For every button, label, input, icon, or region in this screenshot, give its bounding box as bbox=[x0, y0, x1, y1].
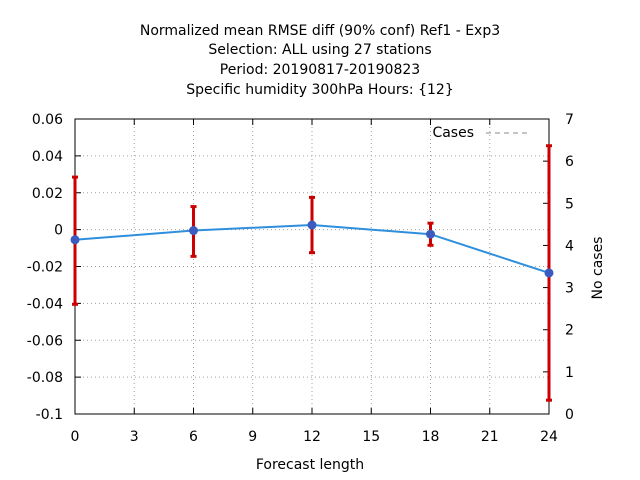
y2-axis-label: No cases bbox=[590, 237, 606, 300]
x-tick-label: 15 bbox=[362, 429, 380, 445]
y-tick-label: -0.1 bbox=[36, 407, 63, 423]
title-line-4: Specific humidity 300hPa Hours: {12} bbox=[186, 82, 453, 98]
x-tick-label: 6 bbox=[189, 429, 198, 445]
title-line-2: Selection: ALL using 27 stations bbox=[208, 42, 431, 58]
x-tick-label: 9 bbox=[248, 429, 257, 445]
y2-tick-label: 4 bbox=[565, 238, 574, 254]
y-tick-label: 0.06 bbox=[32, 112, 63, 128]
y2-axis: 0 1 2 3 4 5 6 7 bbox=[543, 112, 574, 423]
title-line-3: Period: 20190817-20190823 bbox=[220, 62, 420, 78]
data-point bbox=[189, 226, 198, 236]
data-point bbox=[426, 229, 435, 239]
series bbox=[70, 144, 554, 402]
data-point bbox=[307, 220, 317, 230]
x-tick-label: 21 bbox=[481, 429, 499, 445]
x-tick-label: 0 bbox=[71, 429, 80, 445]
y-tick-label: 0.04 bbox=[32, 149, 63, 165]
y2-tick-label: 6 bbox=[565, 154, 574, 170]
y2-tick-label: 1 bbox=[565, 365, 574, 381]
y2-tick-label: 3 bbox=[565, 281, 574, 297]
y-tick-label: 0 bbox=[54, 223, 63, 239]
y2-tick-label: 0 bbox=[565, 407, 574, 423]
y2-tick-label: 2 bbox=[565, 323, 574, 339]
grid bbox=[75, 119, 549, 414]
y-tick-label: -0.02 bbox=[27, 260, 63, 276]
data-point bbox=[544, 268, 554, 278]
y2-tick-label: 5 bbox=[565, 196, 574, 212]
x-tick-label: 24 bbox=[540, 429, 558, 445]
x-tick-label: 18 bbox=[422, 429, 440, 445]
x-tick-label: 3 bbox=[130, 429, 139, 445]
chart-title: Normalized mean RMSE diff (90% conf) Ref… bbox=[140, 23, 500, 98]
x-tick-label: 12 bbox=[303, 429, 321, 445]
y2-tick-label: 7 bbox=[565, 112, 574, 128]
y-tick-label: -0.06 bbox=[27, 333, 63, 349]
y-axis: -0.1 -0.08 -0.06 -0.04 -0.02 0 0.02 0.04 0.06 bbox=[27, 112, 81, 423]
legend: Cases bbox=[432, 125, 530, 141]
legend-label-cases: Cases bbox=[432, 125, 474, 141]
x-axis: 0 3 6 9 12 15 18 21 24 bbox=[71, 119, 558, 445]
y-tick-label: 0.02 bbox=[32, 186, 63, 202]
title-line-1: Normalized mean RMSE diff (90% conf) Ref… bbox=[140, 23, 500, 39]
y-tick-label: -0.08 bbox=[27, 370, 63, 386]
y-tick-label: -0.04 bbox=[27, 296, 63, 312]
x-axis-label: Forecast length bbox=[256, 457, 364, 473]
data-point bbox=[70, 235, 80, 245]
